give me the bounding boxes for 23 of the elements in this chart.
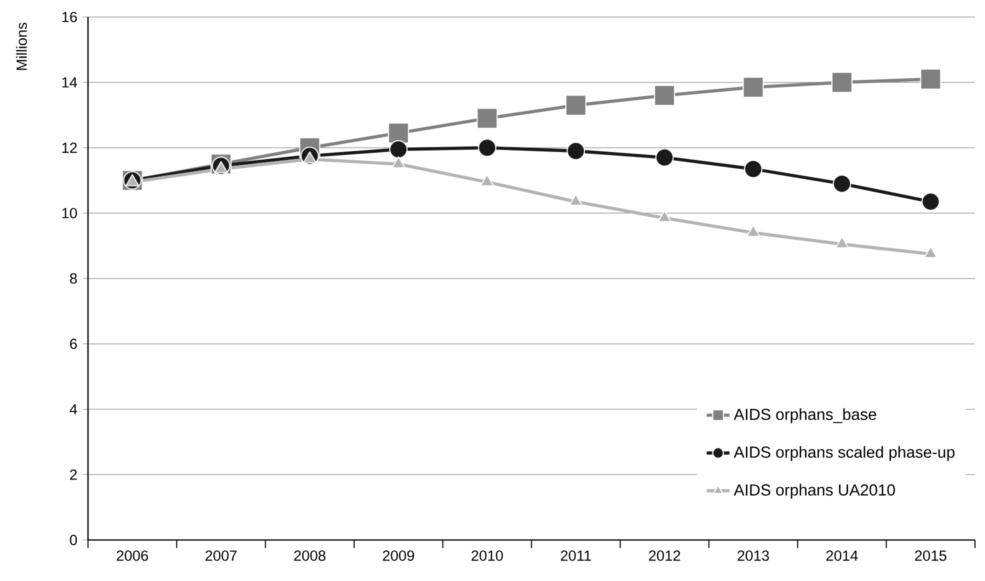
x-tick-label: 2015: [915, 550, 946, 561]
y-tick-label: 16: [62, 12, 77, 22]
y-tick-label: 0: [70, 534, 77, 546]
y-tick-label: 12: [62, 142, 77, 153]
y-tick-label: 8: [70, 273, 77, 284]
x-tick-label: 2013: [738, 550, 769, 561]
y-tick-label: 2: [70, 470, 77, 480]
y-tick-label: 4: [70, 404, 78, 414]
x-tick-label: 2011: [560, 550, 591, 561]
x-tick-label: 2006: [116, 550, 148, 561]
x-tick-label: 2012: [648, 550, 680, 561]
y-tick-label: 10: [62, 208, 77, 218]
x-tick-label: 2009: [382, 550, 414, 561]
x-tick-label: 2008: [294, 550, 326, 561]
legend-label: AIDS orphans_base: [734, 408, 876, 424]
legend-label: AIDS orphans UA2010: [734, 484, 895, 499]
x-tick-label: 2014: [826, 550, 858, 561]
y-tick-label: 6: [70, 338, 77, 350]
x-tick-label: 2007: [205, 550, 237, 561]
y-tick-label: 14: [62, 77, 78, 88]
y-axis-title: Millions: [16, 22, 27, 70]
x-tick-label: 2010: [472, 550, 503, 561]
legend-label: AIDS orphans scaled phase-up: [734, 446, 954, 462]
